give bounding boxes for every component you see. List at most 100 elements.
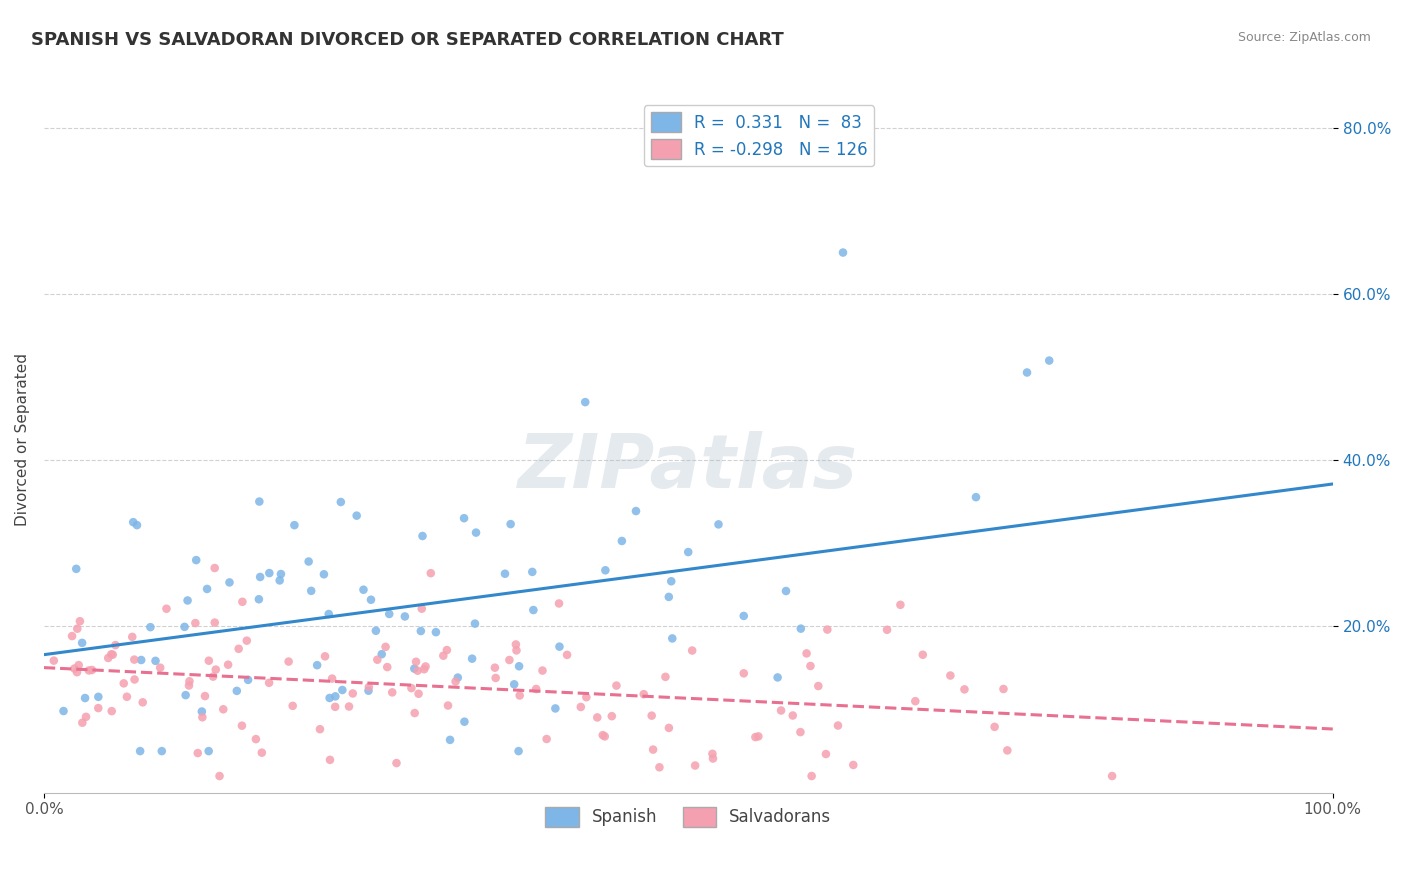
Point (342, 686, 364, 700)
Legend: Spanish, Salvadorans: Spanish, Salvadorans (538, 800, 838, 834)
Point (314, 649, 336, 664)
Point (194, 689, 217, 703)
Point (312, 567, 335, 582)
Point (195, 582, 218, 596)
Point (269, 574, 291, 588)
Point (277, 655, 299, 669)
Point (385, 756, 408, 770)
Point (814, 747, 837, 761)
Point (125, 518, 148, 533)
Point (298, 555, 321, 569)
Point (129, 744, 152, 758)
Point (100, 648, 122, 662)
Point (775, 584, 797, 599)
Point (325, 690, 347, 704)
Point (536, 731, 558, 746)
Point (366, 653, 388, 667)
Point (505, 643, 527, 657)
Point (197, 744, 219, 758)
Point (995, 743, 1018, 757)
Point (799, 659, 821, 673)
Point (330, 683, 353, 698)
Point (346, 508, 368, 523)
Point (186, 553, 208, 567)
Point (149, 661, 172, 675)
Point (548, 597, 571, 611)
Point (122, 515, 145, 529)
Point (659, 574, 682, 589)
Point (683, 758, 706, 772)
Point (357, 680, 380, 694)
Point (889, 598, 911, 612)
Point (231, 719, 253, 733)
Point (658, 590, 681, 604)
Point (411, 529, 433, 543)
Point (145, 654, 167, 668)
Point (522, 603, 544, 617)
Point (544, 701, 567, 715)
Point (876, 623, 898, 637)
Point (337, 699, 360, 714)
Point (800, 769, 823, 783)
Point (405, 655, 427, 669)
Point (789, 725, 811, 739)
Point (432, 648, 454, 663)
Point (129, 653, 152, 667)
Point (217, 657, 239, 672)
Point (179, 674, 201, 689)
Point (245, 732, 267, 747)
Point (733, 608, 755, 623)
Point (574, 395, 596, 409)
Point (97, 651, 120, 665)
Point (1101, 769, 1123, 783)
Point (965, 490, 987, 504)
Point (503, 677, 526, 691)
Point (60, 629, 83, 643)
Point (419, 566, 441, 581)
Text: Source: ZipAtlas.com: Source: ZipAtlas.com (1237, 31, 1371, 45)
Point (375, 660, 398, 674)
Point (796, 647, 818, 661)
Point (270, 567, 292, 582)
Point (600, 709, 623, 723)
Point (378, 607, 401, 621)
Point (1038, 353, 1060, 368)
Point (983, 720, 1005, 734)
Point (505, 637, 527, 651)
Point (139, 620, 162, 634)
Point (404, 662, 426, 676)
Point (101, 648, 124, 662)
Point (80, 663, 103, 677)
Point (257, 675, 280, 690)
Point (204, 663, 226, 677)
Point (283, 518, 305, 533)
Point (744, 730, 766, 744)
Point (654, 670, 676, 684)
Point (702, 751, 724, 765)
Point (124, 652, 146, 666)
Point (72, 715, 94, 730)
Point (357, 683, 380, 698)
Point (202, 670, 225, 684)
Point (485, 671, 508, 685)
Point (65, 562, 87, 576)
Point (370, 647, 392, 661)
Point (87, 690, 110, 704)
Point (453, 511, 475, 525)
Point (702, 747, 724, 761)
Point (911, 648, 934, 662)
Point (904, 694, 927, 708)
Point (461, 651, 484, 665)
Point (231, 595, 253, 609)
Point (766, 670, 789, 684)
Point (531, 664, 554, 678)
Point (247, 494, 270, 508)
Point (318, 690, 340, 705)
Point (782, 708, 804, 723)
Point (124, 673, 146, 687)
Point (842, 758, 865, 772)
Point (204, 615, 226, 630)
Point (323, 699, 346, 714)
Point (569, 700, 592, 714)
Point (250, 746, 273, 760)
